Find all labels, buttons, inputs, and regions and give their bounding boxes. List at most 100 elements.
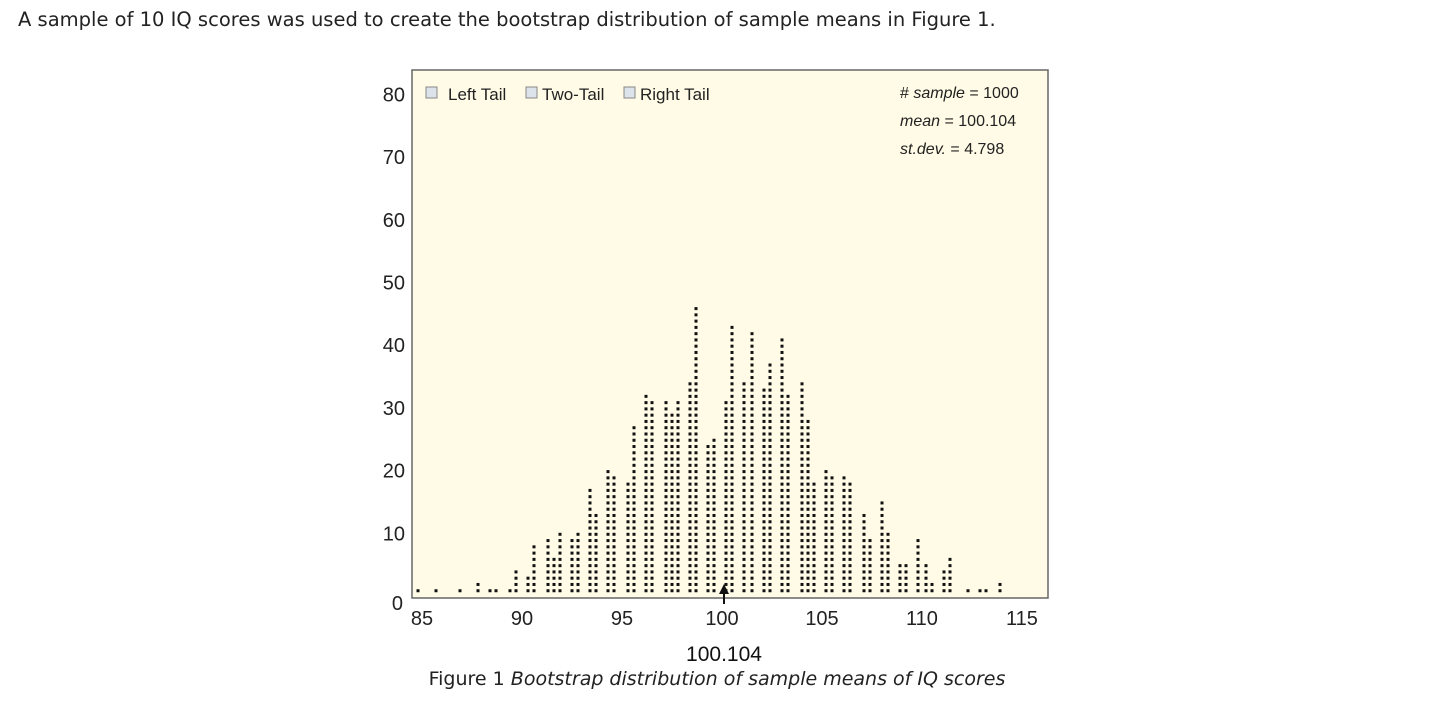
dot xyxy=(526,576,530,580)
dot xyxy=(650,463,654,467)
dot xyxy=(812,495,816,499)
dot-column xyxy=(706,445,710,593)
dot xyxy=(780,457,784,461)
dot xyxy=(688,570,692,574)
dot xyxy=(688,526,692,530)
dot xyxy=(664,513,668,517)
dot xyxy=(800,488,804,492)
dot xyxy=(724,582,728,586)
dot xyxy=(644,501,648,505)
dot xyxy=(786,432,790,436)
x-tick-label: 95 xyxy=(611,608,633,630)
dot xyxy=(786,570,790,574)
dot xyxy=(724,564,728,568)
dot xyxy=(606,470,610,474)
dot xyxy=(768,564,772,568)
dot xyxy=(762,407,766,411)
dot xyxy=(800,564,804,568)
dot xyxy=(880,532,884,536)
dot xyxy=(916,545,920,549)
dot xyxy=(730,394,734,398)
dot xyxy=(750,495,754,499)
dot xyxy=(626,482,630,486)
dot xyxy=(730,401,734,405)
dot xyxy=(800,526,804,530)
dot xyxy=(724,520,728,524)
dot xyxy=(650,451,654,455)
dot xyxy=(664,401,668,405)
dot xyxy=(632,438,636,442)
dot xyxy=(800,539,804,543)
dot-column xyxy=(576,532,580,593)
dot xyxy=(532,589,536,593)
dot xyxy=(886,576,890,580)
dot xyxy=(688,557,692,561)
dot xyxy=(688,451,692,455)
dot xyxy=(730,501,734,505)
dot-column xyxy=(842,476,846,593)
two-tail-checkbox[interactable] xyxy=(525,86,538,99)
dot xyxy=(670,513,674,517)
dot xyxy=(780,426,784,430)
dot xyxy=(880,513,884,517)
dot xyxy=(650,582,654,586)
dot xyxy=(780,501,784,505)
dot xyxy=(812,520,816,524)
dot xyxy=(806,457,810,461)
dot xyxy=(676,507,680,511)
dot xyxy=(812,582,816,586)
dot xyxy=(724,470,728,474)
dot xyxy=(768,501,772,505)
dot xyxy=(786,576,790,580)
dot xyxy=(780,401,784,405)
right-tail-checkbox[interactable] xyxy=(623,86,636,99)
dot xyxy=(762,501,766,505)
dot xyxy=(694,376,698,380)
dot xyxy=(676,570,680,574)
dot-column xyxy=(508,589,512,593)
dot xyxy=(632,426,636,430)
dot xyxy=(626,501,630,505)
dot xyxy=(664,407,668,411)
dot xyxy=(842,545,846,549)
dot xyxy=(664,413,668,417)
dot-column xyxy=(712,438,716,593)
dot xyxy=(724,445,728,449)
dot xyxy=(806,570,810,574)
dot xyxy=(694,463,698,467)
dot xyxy=(606,545,610,549)
dot xyxy=(558,570,562,574)
dot xyxy=(694,551,698,555)
dot xyxy=(730,526,734,530)
dot xyxy=(868,557,872,561)
dot xyxy=(800,382,804,386)
dot xyxy=(806,513,810,517)
dot xyxy=(514,570,518,574)
dot xyxy=(948,576,952,580)
dot xyxy=(780,438,784,442)
dot xyxy=(842,526,846,530)
y-tick-label: 0 xyxy=(392,593,403,615)
dot xyxy=(806,470,810,474)
dot xyxy=(762,413,766,417)
dot xyxy=(942,570,946,574)
dot xyxy=(650,470,654,474)
dot xyxy=(588,526,592,530)
dot xyxy=(800,589,804,593)
dot xyxy=(730,376,734,380)
dot-column xyxy=(494,589,498,593)
dot xyxy=(650,426,654,430)
dot xyxy=(588,495,592,499)
dot xyxy=(688,445,692,449)
dot xyxy=(762,445,766,449)
dot xyxy=(688,495,692,499)
dot xyxy=(768,382,772,386)
dot xyxy=(546,545,550,549)
dot xyxy=(880,570,884,574)
dot xyxy=(730,432,734,436)
dot xyxy=(606,532,610,536)
dot xyxy=(688,394,692,398)
dot xyxy=(780,407,784,411)
left-tail-checkbox[interactable] xyxy=(425,86,438,99)
dot-column xyxy=(416,589,420,593)
